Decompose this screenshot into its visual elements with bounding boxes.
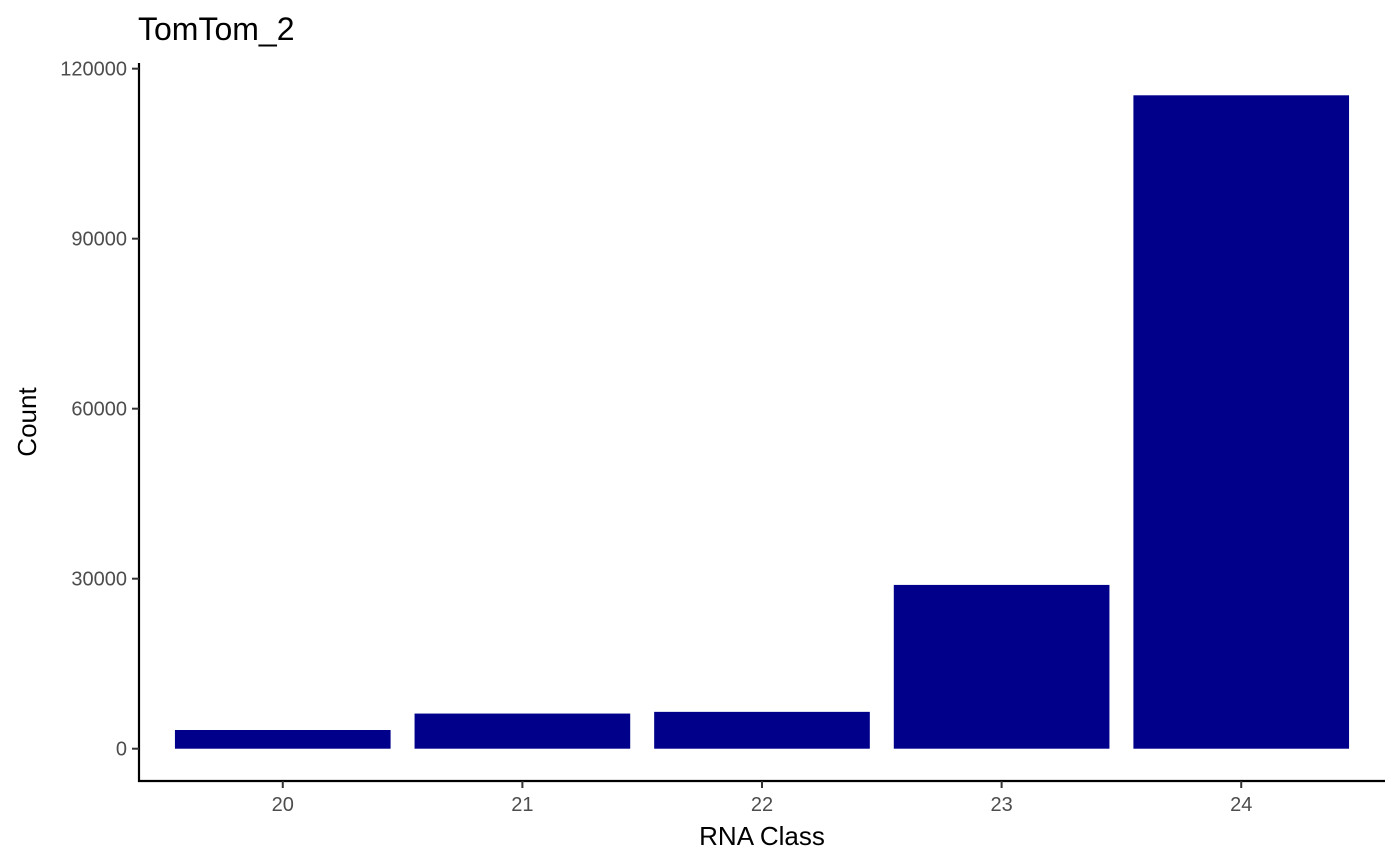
y-tick-label: 90000 bbox=[71, 229, 127, 251]
x-axis-title: RNA Class bbox=[699, 821, 825, 851]
x-tick-label: 20 bbox=[272, 794, 294, 816]
y-tick-label: 60000 bbox=[71, 399, 127, 421]
bar-21 bbox=[414, 713, 631, 749]
chart-title: TomTom_2 bbox=[138, 11, 295, 47]
bar-24 bbox=[1133, 95, 1350, 749]
x-axis: 20 21 22 23 24 bbox=[138, 779, 1385, 816]
y-axis-title: Count bbox=[12, 387, 42, 457]
x-tick-label: 24 bbox=[1230, 794, 1252, 816]
x-tick-label: 22 bbox=[751, 794, 773, 816]
bar-20 bbox=[174, 730, 391, 749]
bar-23 bbox=[893, 584, 1110, 749]
y-tick-label: 120000 bbox=[60, 59, 127, 81]
bar-22 bbox=[654, 711, 870, 749]
bars-group bbox=[174, 95, 1350, 749]
y-tick-label: 30000 bbox=[71, 569, 127, 591]
y-tick-label: 0 bbox=[116, 739, 127, 761]
x-tick-label: 23 bbox=[990, 794, 1012, 816]
y-axis: 0 30000 60000 90000 120000 bbox=[60, 59, 141, 782]
x-tick-label: 21 bbox=[511, 794, 533, 816]
